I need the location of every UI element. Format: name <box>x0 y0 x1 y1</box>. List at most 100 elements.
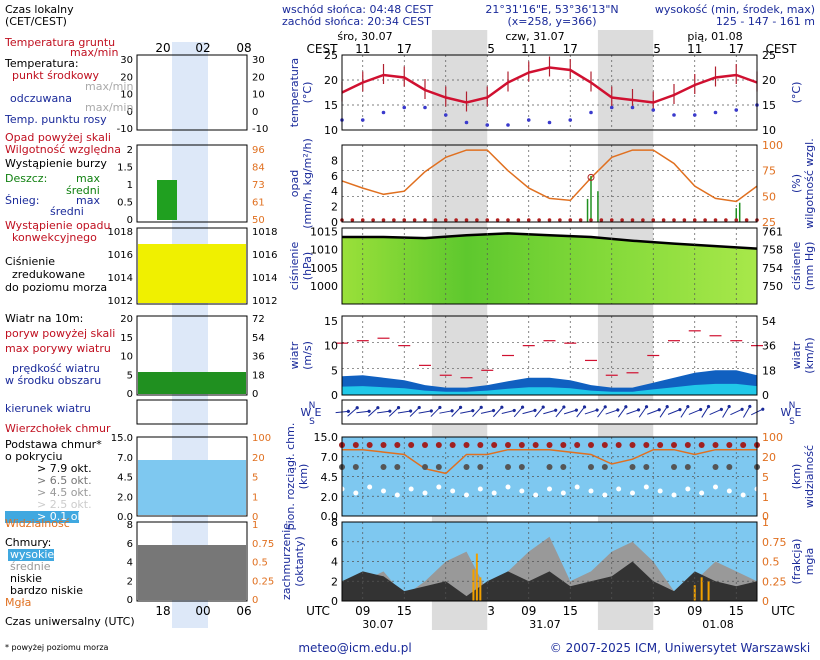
wind-arrow <box>472 405 483 418</box>
legend-panel-frame <box>136 399 248 425</box>
wind-arrow-head <box>582 405 587 409</box>
storm-marker <box>464 218 469 222</box>
footer-copyright: © 2007-2025 ICM, Uniwersytet Warszawski <box>550 641 810 655</box>
hour-label-bottom: 09 <box>521 604 536 618</box>
legend-cover-fill <box>138 545 246 600</box>
wind-arrow-head <box>761 407 765 411</box>
dewpoint-point <box>485 123 490 127</box>
wind-arrow <box>605 408 620 415</box>
wind-arrow-head <box>636 408 641 412</box>
tick-label-right: 54 <box>762 315 776 328</box>
legend-tick: 30 <box>252 55 265 66</box>
legend-text: Mgła <box>5 596 31 609</box>
legend-text: Opad powyżej skali <box>5 131 111 144</box>
wind-arrow <box>377 409 392 414</box>
cloud-top-point <box>629 442 636 448</box>
visibility-axis-right: (km) widzialność <box>790 445 816 508</box>
wind-arrow <box>439 409 454 414</box>
cloud-base-thin-point <box>616 486 622 492</box>
cloud-base-thin-point <box>630 490 635 496</box>
hour-label-bottom: 15 <box>563 604 578 618</box>
cloud-base-thin-point <box>505 484 511 490</box>
wind-arrow-shaft <box>605 409 618 415</box>
pressure-axis-right-text: (mm Hg) <box>803 242 816 291</box>
day-label-bottom: 30.07 <box>362 618 394 631</box>
legend-tick: 0 <box>127 107 133 118</box>
legend-panel-frame <box>136 227 248 305</box>
legend-text: punkt środkowy <box>12 69 100 82</box>
wind-arrow-shaft <box>730 408 743 416</box>
wind-axis-left-text: (m/s) <box>301 341 314 370</box>
cloud-base-thin-point <box>574 484 580 490</box>
wind-arrow-head <box>699 407 703 412</box>
storm-marker <box>433 218 438 222</box>
wind-arrow-head <box>346 409 350 413</box>
wind-arrow-shaft <box>368 407 379 417</box>
wind-arrow <box>680 405 690 418</box>
elevation-label: wysokość (min, środek, max) <box>655 3 815 16</box>
cloud-base-point <box>601 464 608 470</box>
pressure-axis-left-text: (hPa) <box>301 252 314 280</box>
legend-tick: 54 <box>252 333 265 344</box>
humidity-axis-right-text: (%) <box>790 174 803 193</box>
precip-axis-left-text: (mm/h, kg/m²/h) <box>301 138 314 229</box>
footer-email: meteo@icm.edu.pl <box>298 641 411 655</box>
wind-dir-panel-frame <box>341 399 758 425</box>
storm-marker <box>692 218 697 222</box>
legend-text: max/min <box>85 101 133 114</box>
wind-arrow-head <box>574 408 578 412</box>
legend-text: w środku obszaru <box>5 374 101 387</box>
tick-label-left: 25 <box>324 49 338 62</box>
wind-arrow-head <box>367 409 371 413</box>
cloud-base-point <box>726 464 733 470</box>
convective-marker <box>587 173 595 181</box>
storm-marker <box>734 218 739 222</box>
legend-tick: 1018 <box>252 227 277 238</box>
wind-arrow <box>563 408 578 415</box>
cloud-top-point <box>657 442 664 448</box>
wind-arrow-shaft <box>584 409 598 415</box>
temperature-axis-right-text: (°C) <box>790 82 803 104</box>
pressure-panel-frame <box>341 227 758 305</box>
storm-marker <box>506 218 510 222</box>
tick-label-left: 0 <box>331 389 338 402</box>
wind-arrow-head <box>500 405 504 409</box>
timezone-top-right: CEST <box>766 42 798 56</box>
wind-arrow-shaft <box>377 410 390 414</box>
wind-arrow-head <box>616 408 620 412</box>
storm-marker <box>537 218 541 222</box>
storm-marker <box>350 218 355 222</box>
wind-arrow <box>368 406 380 417</box>
wind-arrow-head <box>450 409 454 413</box>
storm-marker <box>672 218 676 222</box>
cloud-base-thin-point <box>685 486 691 492</box>
tick-label-right: 10 <box>762 124 776 137</box>
cover-axis-left-text: zachmurzenie <box>280 523 293 600</box>
tick-label-left: 0 <box>331 595 338 608</box>
tick-label-left: 10 <box>324 124 338 137</box>
tick-label-right: 0.75 <box>762 536 787 549</box>
wind-arrow-shaft <box>534 406 544 418</box>
cloud-base-thin-point <box>726 488 732 494</box>
legend-tick: 10 <box>120 90 133 101</box>
legend-tick: 0 <box>127 595 133 606</box>
cloud-panel-frame <box>341 436 758 517</box>
wind-arrow-shaft <box>397 410 411 414</box>
dewpoint-point <box>609 105 614 110</box>
cloud-top-point <box>408 442 415 448</box>
wind-arrow <box>451 405 463 417</box>
storm-marker <box>360 218 365 222</box>
wind-arrow <box>597 405 607 418</box>
tick-label-right: 0.5 <box>762 556 780 569</box>
wind-arrow <box>638 405 649 418</box>
cloud-top-point <box>505 442 511 448</box>
wind-arrow <box>709 407 723 416</box>
timezone-bottom-left: UTC <box>306 604 330 618</box>
storm-marker <box>371 218 375 222</box>
legend-tick: 20 <box>120 72 133 83</box>
storm-marker <box>475 218 479 222</box>
visibility-axis-right-text: (km) <box>790 464 803 490</box>
dewpoint-point <box>402 105 407 110</box>
cloud-base-thin-point <box>588 488 594 494</box>
cloud-top-point <box>601 442 608 448</box>
